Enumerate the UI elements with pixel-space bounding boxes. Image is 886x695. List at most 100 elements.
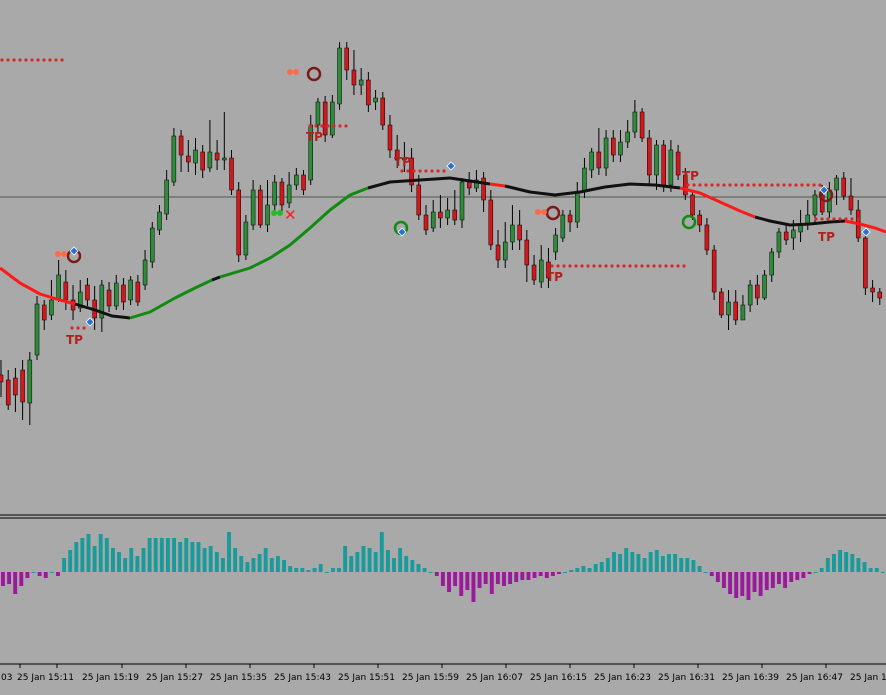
histogram-bar (593, 564, 598, 572)
candle-body (337, 47, 342, 105)
tp-level-dot (604, 264, 608, 268)
tp-level-dot (12, 58, 16, 62)
candle-body (20, 369, 25, 403)
moving-average-line (129, 278, 213, 320)
histogram-bar (648, 552, 653, 572)
histogram-bar (343, 546, 348, 572)
candle-body (769, 251, 774, 276)
tp-level-dot (818, 183, 822, 187)
candle-body (812, 194, 818, 216)
histogram-bar (184, 538, 189, 572)
signal-dot (293, 69, 299, 75)
time-axis-label: 25 Jan 15:11 (17, 673, 74, 683)
candle-body (128, 279, 133, 301)
tp-level-dot (794, 183, 798, 187)
tp-level-dot (838, 217, 842, 221)
candle-body (344, 47, 350, 71)
histogram-bar (557, 572, 561, 574)
histogram-bar (844, 552, 849, 572)
tp-level-dot (338, 124, 342, 128)
tp-label: TP (306, 130, 323, 144)
tp-label: TP (818, 230, 835, 244)
histogram-bar (43, 572, 48, 578)
tp-level-dot (586, 264, 590, 268)
trade-arrow-marker (446, 161, 456, 171)
time-axis-label: 25 Jan 15:43 (274, 673, 331, 683)
candle-body (711, 249, 717, 293)
tp-level-dot (686, 183, 690, 187)
tp-level-dot (6, 58, 10, 62)
histogram-bar (202, 548, 207, 572)
tp-level-dot (716, 183, 720, 187)
histogram-bar (728, 572, 733, 594)
histogram-bar (709, 572, 714, 576)
candle-body (272, 181, 277, 206)
histogram-bar (838, 550, 843, 572)
tp-level-dot (770, 183, 774, 187)
signal-ring (306, 66, 322, 82)
candle-body (474, 179, 479, 189)
candle-body (77, 291, 83, 309)
histogram-bar (440, 572, 445, 586)
moving-average-line (844, 219, 886, 234)
signal-dot (55, 251, 61, 257)
histogram-bar (379, 532, 384, 572)
histogram-bar (275, 556, 280, 572)
histogram-bar (575, 568, 580, 572)
candle-body (625, 131, 630, 143)
histogram-bar (740, 572, 745, 596)
tp-level-dot (314, 124, 318, 128)
histogram-bar (832, 554, 836, 572)
histogram-bar (465, 572, 470, 590)
histogram-bar (19, 572, 24, 586)
candle-body (330, 101, 335, 136)
tp-level-dot (752, 183, 756, 187)
tp-level-dot (568, 264, 572, 268)
candle-body (870, 287, 875, 293)
histogram-bar (685, 558, 690, 572)
tp-level-dot (326, 124, 330, 128)
price-panel[interactable]: TP TP TP TP TP TP ✕ (0, 42, 886, 425)
histogram-bar (483, 572, 488, 584)
histogram-bar (13, 572, 18, 594)
histogram-bar (563, 572, 568, 573)
tp-level-dot (610, 264, 614, 268)
candle-body (632, 111, 638, 133)
tp-level-dot (442, 169, 446, 173)
oscillator-panel[interactable] (1, 532, 885, 602)
histogram-bar (667, 554, 671, 572)
histogram-bar (165, 538, 170, 572)
candle-body (142, 259, 148, 286)
candle-body (877, 291, 883, 299)
candle-body (647, 137, 652, 176)
histogram-bar (770, 572, 775, 588)
tp-level-dot (36, 58, 40, 62)
histogram-bar (630, 552, 635, 572)
candle-body (668, 149, 674, 186)
tp-label: TP (394, 155, 411, 169)
tp-level-dot (598, 264, 602, 268)
tp-level-dot (658, 264, 662, 268)
candle-body (791, 229, 796, 239)
candle-body (34, 303, 40, 356)
histogram-bar (459, 572, 464, 596)
candle-body (538, 259, 544, 283)
candle-body (783, 231, 789, 241)
time-axis-label: 25 Jan 16:31 (658, 673, 715, 683)
tp-level-dot (820, 217, 824, 221)
tp-level-dot (856, 217, 860, 221)
histogram-bar (489, 572, 494, 594)
trade-arrow-marker (819, 185, 829, 195)
histogram-bar (282, 560, 286, 572)
histogram-bar (1, 572, 5, 586)
signal-ring (681, 214, 697, 230)
histogram-bar (68, 550, 73, 572)
signal-ring (545, 205, 561, 221)
time-axis-label: 25 Jan 16:23 (594, 673, 651, 683)
candle-body (517, 224, 522, 241)
candle-body (675, 151, 681, 176)
candle-body (798, 224, 803, 233)
tp-level-dot (728, 183, 732, 187)
tp-level-dot (704, 183, 708, 187)
